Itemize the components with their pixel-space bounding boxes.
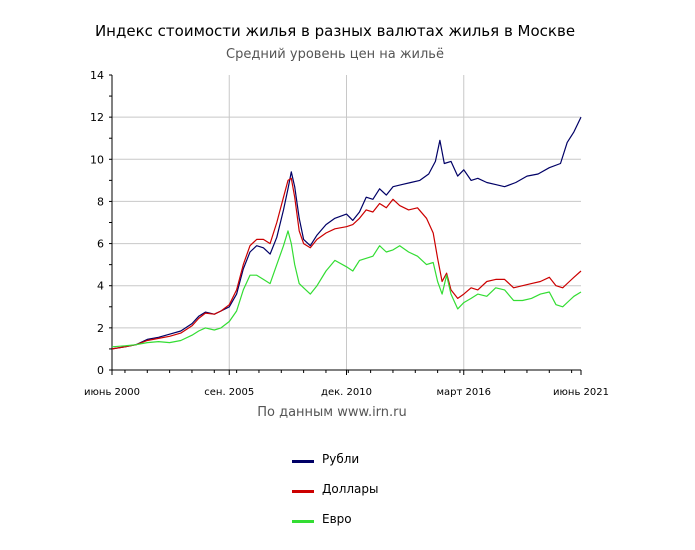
series-line-eur [111,230,582,348]
y-tick-label: 6 [97,238,104,251]
legend-item-rub: Рубли [292,452,412,470]
y-tick-label: 4 [97,280,104,293]
x-tick-label: июнь 2021 [553,387,609,398]
chart-title: Индекс стоимости жилья в разных валютах … [94,22,576,40]
y-tick-label: 8 [97,195,104,208]
x-tick-label: сен. 2005 [204,387,254,398]
source-note: По данным www.irn.ru [257,405,407,420]
legend-item-usd: Доллары [292,482,412,500]
legend-label-rub: Рубли [322,452,360,466]
chart-subtitle: Средний уровень цен на жильё [226,47,444,62]
x-tick-label: март 2016 [437,387,491,398]
y-tick-label: 10 [90,153,104,166]
series-line-usd [111,177,582,350]
legend-item-eur: Евро [292,512,412,530]
line-chart: 0 2 4 6 8 10 12 14 июнь 2000 сен. 2005 дек. 2010 ма… [84,69,609,398]
legend-swatch-rub [292,460,314,463]
y-tick-label: 0 [97,364,104,377]
legend-label-usd: Доллары [322,482,379,496]
y-tick-label: 14 [90,69,104,82]
legend-label-eur: Евро [322,512,352,526]
legend-swatch-usd [292,490,314,493]
x-tick-label: дек. 2010 [321,387,372,398]
y-tick-label: 2 [97,322,104,335]
legend-swatch-eur [292,520,314,523]
x-tick-label: июнь 2000 [84,387,140,398]
y-tick-label: 12 [90,111,104,124]
